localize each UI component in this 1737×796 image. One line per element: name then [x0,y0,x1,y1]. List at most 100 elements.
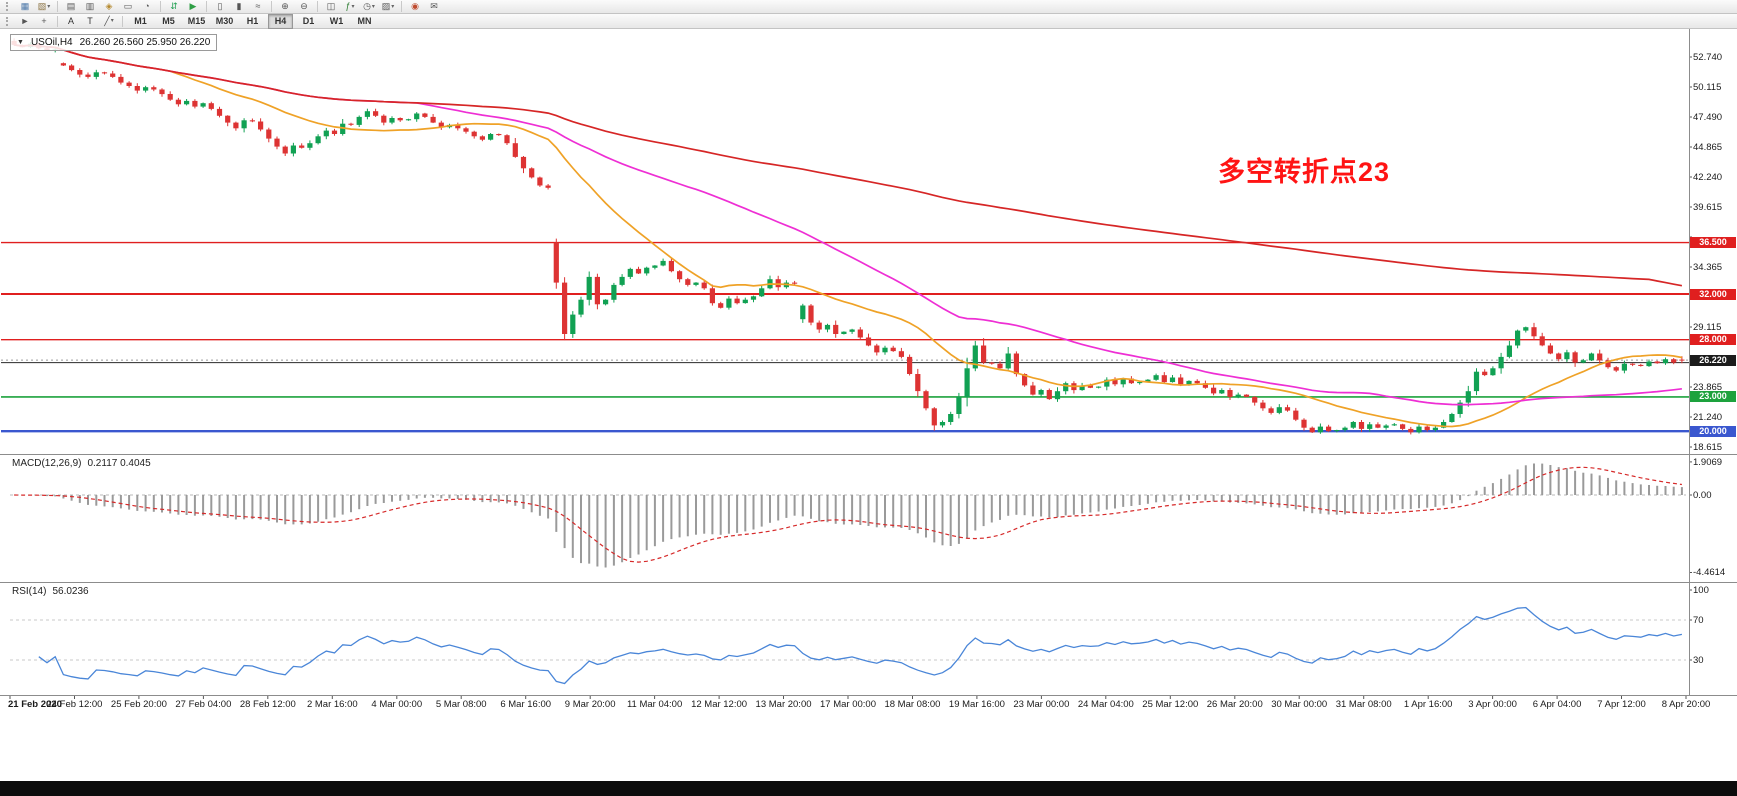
toolbar-drag-handle[interactable] [6,2,12,11]
rsi-line [38,606,1683,685]
data-window-icon: ▥ [85,1,95,11]
text-label-tool-icon: A [67,15,74,26]
price-tick-label: 29.115 [1693,322,1722,333]
zoom-in-button[interactable]: ⊕ [276,0,294,14]
zoom-in-icon: ⊕ [281,1,289,11]
time-tick-label: 24 Feb 12:00 [46,699,103,710]
time-tick-label: 18 Mar 08:00 [884,699,941,710]
navigator-icon: ◈ [105,1,113,11]
price-tick-label: 47.490 [1693,112,1723,123]
timeframe-m1-button[interactable]: M1 [134,16,147,26]
chart-ohlc-header[interactable]: ▼ USOil,H4 26.260 26.560 25.950 26.220 [10,34,218,51]
chart-line-icon: ≈ [255,1,261,11]
time-tick-label: 31 Mar 08:00 [1335,699,1392,710]
templates-icon: ▨ [381,1,391,11]
price-tick-label: 50.115 [1693,82,1722,93]
timeframe-m15-button[interactable]: M15 [187,16,206,26]
time-tick-label: 1 Apr 16:00 [1403,699,1453,710]
indicators-button[interactable]: ƒ ▾ [341,0,359,14]
dropdown-arrow-icon: ▾ [391,3,395,10]
alerts-button[interactable]: ◉ [406,0,424,14]
time-tick-label: 6 Mar 16:00 [500,699,552,710]
time-tick-label: 6 Apr 04:00 [1532,699,1582,710]
autotrading-button[interactable]: ▶ [184,0,202,14]
tile-windows-button[interactable]: ◫ [322,0,340,14]
toolbar-drag-handle[interactable] [6,16,12,26]
chart-candles-button[interactable]: ▮ [230,0,248,14]
new-chart-icon: ▦ [20,1,30,11]
time-tick-label: 25 Mar 12:00 [1142,699,1199,710]
indicators-icon: ƒ [345,1,351,11]
text-label-tool-button[interactable]: A [62,14,80,28]
mailbox-button[interactable]: ✉ [425,0,443,14]
dropdown-arrow-icon: ▾ [110,18,114,24]
new-chart-button[interactable]: ▦ [16,0,34,14]
time-tick-label: 5 Mar 08:00 [435,699,487,710]
crosshair-button[interactable]: + [35,14,53,28]
periods-button[interactable]: ◷ ▾ [360,0,378,14]
templates-button[interactable]: ▨ ▾ [379,0,397,14]
draw-tools-button[interactable]: ╱ ▾ [100,14,118,28]
rsi-value: 56.0236 [52,586,89,597]
timeframe-mn-button[interactable]: MN [357,16,372,26]
ma-20-line [13,44,1683,428]
dropdown-arrow-icon: ▾ [371,3,375,10]
pane-separator-rsi[interactable] [0,582,1737,583]
timeframe-h4-button[interactable]: H4 [268,13,293,29]
toolbar-separator [57,15,58,27]
ohlc-values: 26.260 26.560 25.950 26.220 [79,37,211,48]
toolbar-separator [271,1,272,12]
terminal-icon: ▭ [123,1,133,11]
toolbar-separator [122,15,123,27]
price-level-label-32.000: 32.000 [1690,288,1736,300]
rsi-indicator-label: RSI(14) 56.0236 [12,586,89,597]
macd-title: MACD(12,26,9) [12,458,82,469]
data-window-button[interactable]: ▥ [81,0,99,14]
price-tick-label: 42.240 [1693,172,1723,183]
toolbar-separator [317,1,318,12]
terminal-button[interactable]: ▭ [119,0,137,14]
price-tick-label: 44.865 [1693,142,1723,153]
autotrading-icon: ▶ [189,1,197,11]
timeframe-h1-button[interactable]: H1 [246,16,259,26]
rsi-scale-label: 100 [1693,585,1709,596]
macd-scale-label: 0.00 [1693,490,1712,501]
price-tick-label: 52.740 [1693,52,1723,63]
macd-scale-label: 1.9069 [1693,456,1723,468]
time-tick-label: 7 Apr 12:00 [1597,699,1646,710]
toolbar-separator [206,1,207,12]
time-tick-label: 23 Mar 00:00 [1013,699,1070,710]
timeframe-m5-button[interactable]: M5 [162,16,175,26]
pane-separator-macd[interactable] [0,454,1737,455]
time-tick-label: 9 Mar 20:00 [564,699,616,710]
dropdown-arrow-icon: ▾ [47,3,51,10]
time-tick-label: 21 Feb 2020 [8,699,62,710]
cursor-button[interactable]: ► [16,14,34,28]
timeframe-m30-button[interactable]: M30 [215,16,234,26]
taskbar [0,781,1737,796]
price-level-label-26.220: 26.220 [1690,354,1736,366]
chart-bars-button[interactable]: ▯ [211,0,229,14]
timeframe-d1-button[interactable]: D1 [302,16,315,26]
timeframe-w1-button[interactable]: W1 [329,16,344,26]
time-tick-label: 25 Feb 20:00 [110,699,167,710]
zoom-out-button[interactable]: ⊖ [295,0,313,14]
new-order-button[interactable]: ⇵ [165,0,183,14]
price-level-label-23.000: 23.000 [1690,391,1736,403]
market-watch-button[interactable]: ▤ [62,0,80,14]
macd-indicator-label: MACD(12,26,9) 0.2117 0.4045 [12,458,151,469]
navigator-button[interactable]: ◈ [100,0,118,14]
chart-line-button[interactable]: ≈ [249,0,267,14]
rsi-scale-label: 70 [1693,615,1704,626]
text-tool-button[interactable]: T [81,14,99,28]
time-tick-label: 30 Mar 00:00 [1271,699,1328,710]
macd-scale-label: -4.4614 [1693,567,1726,579]
profiles-button[interactable]: ▧ ▾ [35,0,53,14]
alerts-icon: ◉ [411,1,419,11]
time-tick-label: 28 Feb 12:00 [239,699,296,710]
strategy-tester-button[interactable]: ◔ [138,0,156,14]
toolbar-main: ▦ ▧ ▾ ▤ ▥ ◈ ▭ ◔ ⇵ ▶ ▯ ▮ ≈ ⊕ ⊖ ◫ ƒ ▾ ◷ ▾ ▨ ▾ ◉ ✉ [0,0,1737,14]
chart-candles-icon: ▮ [236,1,242,11]
strategy-tester-icon: ◔ [144,1,150,11]
